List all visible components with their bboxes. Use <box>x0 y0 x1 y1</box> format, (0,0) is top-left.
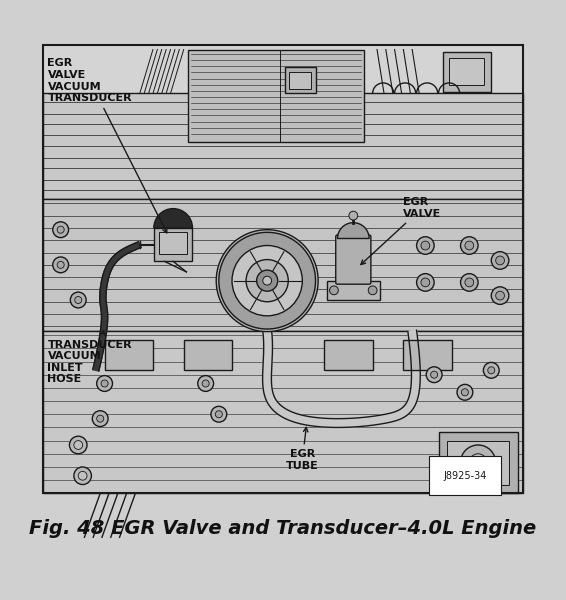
Circle shape <box>198 376 213 391</box>
Circle shape <box>465 241 474 250</box>
Bar <box>404 340 452 370</box>
Circle shape <box>53 257 68 273</box>
Text: Fig. 48 EGR Valve and Transducer–4.0L Engine: Fig. 48 EGR Valve and Transducer–4.0L En… <box>29 519 537 538</box>
Circle shape <box>461 389 469 396</box>
Bar <box>443 52 491 92</box>
Circle shape <box>496 256 504 265</box>
Bar <box>289 71 311 89</box>
Circle shape <box>461 445 496 480</box>
Circle shape <box>74 467 92 485</box>
Circle shape <box>368 286 377 295</box>
Wedge shape <box>154 209 192 228</box>
Circle shape <box>78 472 87 480</box>
Text: J8925-34: J8925-34 <box>443 471 487 481</box>
Circle shape <box>246 260 288 302</box>
Circle shape <box>215 411 222 418</box>
Circle shape <box>421 241 430 250</box>
Circle shape <box>426 367 442 383</box>
Bar <box>43 199 523 331</box>
Circle shape <box>97 415 104 422</box>
Circle shape <box>417 237 434 254</box>
Bar <box>184 340 232 370</box>
Circle shape <box>349 211 358 220</box>
Bar <box>285 67 315 94</box>
Circle shape <box>92 411 108 427</box>
Circle shape <box>232 245 302 316</box>
Circle shape <box>483 362 499 378</box>
Circle shape <box>97 376 113 391</box>
Bar <box>188 50 364 142</box>
Circle shape <box>211 406 227 422</box>
Bar <box>447 440 509 485</box>
Bar <box>105 340 153 370</box>
Bar <box>154 228 192 262</box>
Bar <box>159 232 187 254</box>
Circle shape <box>417 274 434 291</box>
Circle shape <box>101 380 108 387</box>
Bar <box>43 94 523 199</box>
Text: EGR
TUBE: EGR TUBE <box>286 427 319 471</box>
Circle shape <box>216 230 318 332</box>
Circle shape <box>70 436 87 454</box>
Text: EGR
VALVE
VACUUM
TRANSDUCER: EGR VALVE VACUUM TRANSDUCER <box>48 58 167 233</box>
Bar <box>439 432 518 493</box>
Polygon shape <box>263 330 421 427</box>
Circle shape <box>75 296 82 304</box>
Bar <box>43 45 523 493</box>
Circle shape <box>431 371 438 378</box>
Circle shape <box>57 226 64 233</box>
Circle shape <box>263 276 272 285</box>
Circle shape <box>465 278 474 287</box>
Circle shape <box>491 251 509 269</box>
Bar <box>449 58 484 85</box>
Text: TRANSDUCER
VACUUM
INLET
HOSE: TRANSDUCER VACUUM INLET HOSE <box>48 331 132 385</box>
Polygon shape <box>93 242 141 371</box>
FancyBboxPatch shape <box>336 235 371 284</box>
Bar <box>324 340 372 370</box>
Bar <box>43 331 523 493</box>
Circle shape <box>461 237 478 254</box>
Circle shape <box>496 291 504 300</box>
Circle shape <box>70 292 86 308</box>
Circle shape <box>457 385 473 400</box>
Bar <box>327 281 380 300</box>
Circle shape <box>57 262 64 268</box>
Circle shape <box>421 278 430 287</box>
Circle shape <box>469 454 487 472</box>
Circle shape <box>202 380 209 387</box>
Circle shape <box>53 222 68 238</box>
Circle shape <box>74 440 83 449</box>
Circle shape <box>488 367 495 374</box>
Circle shape <box>461 274 478 291</box>
Wedge shape <box>337 223 369 238</box>
Text: EGR
VALVE: EGR VALVE <box>361 197 441 265</box>
Circle shape <box>329 286 338 295</box>
Circle shape <box>219 232 315 329</box>
Circle shape <box>256 270 278 291</box>
Bar <box>43 45 523 493</box>
Circle shape <box>491 287 509 304</box>
